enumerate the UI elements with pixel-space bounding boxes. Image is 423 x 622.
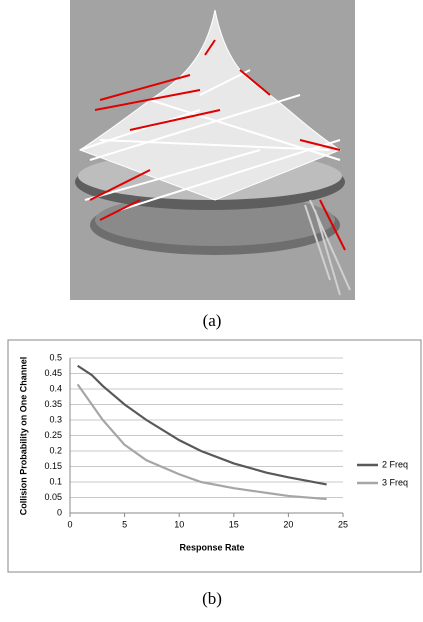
y-tick-label: 0.1 bbox=[49, 476, 62, 486]
x-tick-label: 0 bbox=[67, 519, 72, 529]
rendered-image bbox=[70, 0, 355, 300]
y-tick-label: 0.5 bbox=[49, 352, 62, 362]
figure: (a) Response Rate Collision Probability … bbox=[0, 0, 423, 617]
caption: (b) bbox=[202, 589, 222, 608]
y-tick-label: 0.4 bbox=[49, 383, 62, 393]
x-tick-label: 10 bbox=[174, 519, 184, 529]
x-tick-label: 5 bbox=[122, 519, 127, 529]
y-tick-label: 0.3 bbox=[49, 414, 62, 424]
y-tick-label: 0.45 bbox=[44, 368, 62, 378]
y-tick-label: 0.05 bbox=[44, 492, 62, 502]
legend-label: 2 Freq bbox=[382, 459, 408, 469]
x-axis-label: Response Rate bbox=[179, 542, 244, 552]
y-tick-label: 0.2 bbox=[49, 445, 62, 455]
y-tick-label: 0.15 bbox=[44, 461, 62, 471]
x-tick-label: 20 bbox=[283, 519, 293, 529]
page: {"caption_a": "(a)", "caption_b": "(b)",… bbox=[0, 0, 423, 617]
caption: (a) bbox=[203, 311, 222, 330]
y-tick-label: 0.35 bbox=[44, 399, 62, 409]
y-tick-label: 0 bbox=[57, 507, 62, 517]
y-axis-label: Collision Probability on One Channel bbox=[18, 357, 28, 516]
y-tick-label: 0.25 bbox=[44, 430, 62, 440]
x-tick-label: 15 bbox=[229, 519, 239, 529]
x-tick-label: 25 bbox=[338, 519, 348, 529]
legend-label: 3 Freq bbox=[382, 477, 408, 487]
